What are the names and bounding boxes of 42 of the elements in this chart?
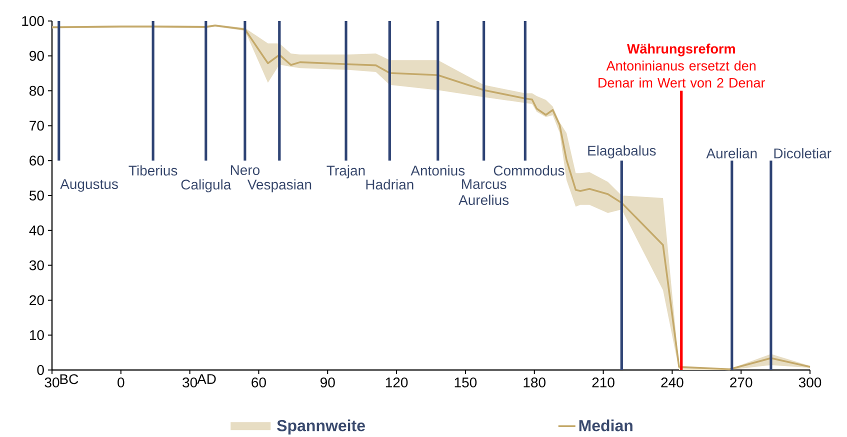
y-tick-label: 100 bbox=[22, 16, 44, 26]
annotation: Antoninianus ersetzt den Denar im Wert von 2 Denar bbox=[598, 60, 766, 88]
text: BC bbox=[60, 374, 78, 384]
y-tick-label: 20 bbox=[30, 295, 44, 306]
y-tick-label: 30 bbox=[29, 260, 44, 270]
y-tick-label: 0 bbox=[37, 365, 44, 375]
ref-line-label: Dicoletiar bbox=[774, 148, 832, 158]
ref-line-label: Aurelian bbox=[706, 148, 757, 158]
y-tick-label: 10 bbox=[30, 330, 44, 340]
x-tick-label: 180 bbox=[524, 378, 546, 388]
x-tick-label: 210 bbox=[592, 378, 614, 388]
x-tick-label: 150 bbox=[454, 378, 477, 388]
ref-line-label: Elagabalus bbox=[588, 145, 656, 158]
x-tick-label: 90 bbox=[320, 378, 335, 388]
text: AD bbox=[197, 374, 216, 384]
ref-line-label: Währungsreform bbox=[627, 44, 735, 56]
ref-line-label: Caligula bbox=[181, 179, 232, 192]
y-tick-label: 60 bbox=[30, 156, 44, 166]
ref-line-label: Tiberius bbox=[128, 165, 178, 176]
text: Spannweite bbox=[277, 420, 365, 434]
y-tick-label: 80 bbox=[30, 86, 44, 96]
x-tick-label: 30 bbox=[44, 378, 60, 388]
ref-line-label: Augustus bbox=[60, 179, 118, 192]
x-tick-label: 270 bbox=[730, 378, 752, 388]
x-tick-label: 120 bbox=[386, 378, 408, 388]
legend-label: Median bbox=[579, 420, 632, 432]
ref-line-label: Vespasian bbox=[247, 179, 312, 192]
ref-line-label: Trajan bbox=[326, 165, 365, 178]
x-tick-label: 300 bbox=[798, 378, 822, 388]
ref-line-label: Commodus bbox=[494, 165, 564, 176]
x-tick-label: 240 bbox=[661, 378, 684, 388]
x-tick-label: 60 bbox=[252, 378, 266, 388]
y-tick-label: 90 bbox=[30, 50, 44, 61]
x-tick-label: 0 bbox=[118, 378, 124, 388]
ref-line-label: Marcus Aurelius bbox=[458, 179, 509, 206]
ref-line-label: Hadrian bbox=[366, 179, 414, 190]
ref-line-label: Antonius bbox=[410, 165, 465, 176]
y-tick-label: 70 bbox=[30, 120, 44, 131]
y-tick-label: 50 bbox=[29, 190, 44, 200]
ref-line-label: Nero bbox=[230, 165, 260, 176]
x-tick-label: 30 bbox=[182, 378, 198, 388]
y-tick-label: 40 bbox=[29, 225, 44, 236]
